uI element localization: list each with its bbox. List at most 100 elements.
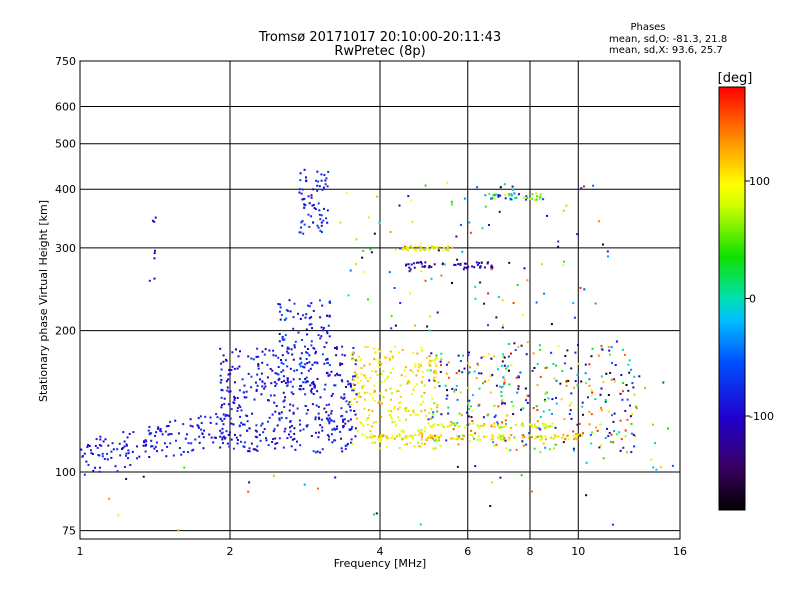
data-point [591,431,594,434]
data-point [355,238,358,241]
data-point [450,437,453,440]
data-point [243,441,246,444]
data-point [428,361,431,364]
data-point [473,370,476,373]
data-point [576,233,579,236]
data-point [235,436,238,439]
data-point [318,209,321,212]
data-point [459,262,462,265]
data-point [223,437,226,440]
data-point [320,231,323,233]
data-point [494,414,497,417]
data-point [231,365,234,368]
data-point [289,426,291,429]
data-point [405,407,407,410]
data-point [220,396,223,399]
data-point [156,441,158,444]
data-point [352,352,354,354]
data-point [160,430,163,433]
data-point [451,387,454,390]
data-point [148,456,151,458]
data-point [420,395,423,398]
data-point [290,348,293,351]
data-point [371,397,374,400]
data-point [417,363,420,366]
data-point [563,418,566,421]
data-point [405,418,407,421]
data-point [562,264,565,267]
data-point [356,401,358,403]
data-point [380,363,383,366]
data-point [525,195,528,198]
data-point [531,436,534,439]
data-point [232,447,235,450]
data-point [495,193,498,196]
data-point [457,354,460,357]
data-point [274,447,277,450]
data-point [373,232,376,235]
data-point [305,313,308,316]
data-point [246,429,248,432]
data-point [503,364,506,367]
data-point [296,407,299,410]
data-point [351,387,354,390]
data-point [414,434,417,436]
data-point [402,248,405,251]
data-point [529,423,532,426]
data-point [319,396,322,399]
data-point [544,400,547,402]
data-point [474,297,477,300]
data-point [581,401,584,404]
data-point [435,354,438,357]
data-point [590,442,593,445]
data-point [299,388,302,391]
data-point [502,401,504,404]
data-point [340,396,343,399]
data-point [570,402,573,405]
data-point [520,344,523,347]
data-point [503,382,506,385]
data-point [406,382,409,385]
data-point [345,444,348,447]
data-point [247,355,250,358]
data-point [390,417,393,420]
data-point [399,401,402,404]
data-point [430,245,433,248]
data-point [517,345,520,348]
data-point [255,381,257,384]
data-point [492,194,495,196]
data-point [373,513,375,516]
data-point [585,494,588,497]
data-point [456,434,459,437]
data-point [344,422,347,425]
data-point [229,390,232,393]
data-point [370,251,373,254]
data-point [271,369,274,372]
data-point [311,363,314,366]
data-point [491,434,494,437]
data-point [505,367,507,370]
x-tick-label: 2 [227,545,234,558]
data-point [209,416,212,419]
data-point [630,451,633,454]
data-point [495,384,498,387]
data-point [566,349,569,352]
data-point [220,432,223,435]
data-point [273,394,276,397]
data-point [490,481,493,484]
data-point [106,452,109,455]
data-point [484,380,487,383]
data-point [468,351,470,354]
x-tick-label: 1 [77,545,84,558]
data-point [299,423,302,426]
data-point [143,440,145,443]
data-point [398,447,401,449]
data-point [536,195,539,198]
data-point [255,436,258,439]
data-point [286,347,289,350]
data-point [434,434,436,437]
data-point [410,263,413,266]
data-point [312,381,315,383]
data-point [390,436,393,439]
data-point [552,363,555,365]
